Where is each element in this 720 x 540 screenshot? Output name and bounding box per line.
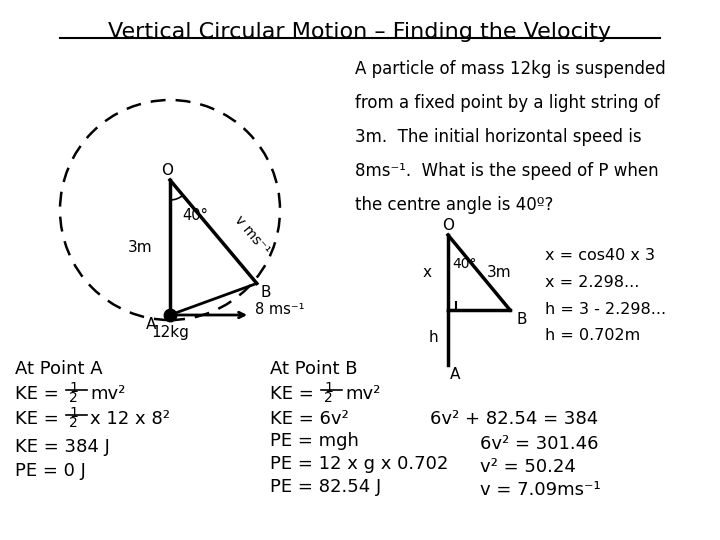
Text: x: x — [423, 265, 432, 280]
Text: KE =: KE = — [15, 410, 65, 428]
Text: h = 0.702m: h = 0.702m — [545, 328, 640, 343]
Text: 3m: 3m — [127, 240, 152, 254]
Text: A: A — [145, 317, 156, 332]
Text: PE = mgh: PE = mgh — [270, 432, 359, 450]
Text: mv²: mv² — [345, 385, 380, 403]
Text: 3m.  The initial horizontal speed is: 3m. The initial horizontal speed is — [355, 128, 642, 146]
Text: v = 7.09ms⁻¹: v = 7.09ms⁻¹ — [480, 481, 600, 499]
Text: At Point B: At Point B — [270, 360, 358, 378]
Text: 6v² = 301.46: 6v² = 301.46 — [480, 435, 598, 453]
Text: x 12 x 8²: x 12 x 8² — [90, 410, 170, 428]
Text: the centre angle is 40º?: the centre angle is 40º? — [355, 196, 554, 214]
Text: KE =: KE = — [270, 385, 320, 403]
Text: KE =: KE = — [15, 385, 65, 403]
Text: KE = 6v²: KE = 6v² — [270, 410, 348, 428]
Text: O: O — [442, 218, 454, 233]
Text: 40°: 40° — [182, 208, 208, 223]
Text: from a fixed point by a light string of: from a fixed point by a light string of — [355, 94, 660, 112]
Text: 3m: 3m — [487, 265, 512, 280]
Text: x = 2.298...: x = 2.298... — [545, 275, 639, 290]
Text: v² = 50.24: v² = 50.24 — [480, 458, 576, 476]
Text: Vertical Circular Motion – Finding the Velocity: Vertical Circular Motion – Finding the V… — [109, 22, 611, 42]
Text: PE = 0 J: PE = 0 J — [15, 462, 86, 480]
Text: 40°: 40° — [452, 257, 477, 271]
Text: B: B — [516, 312, 526, 327]
Text: 2: 2 — [69, 416, 78, 430]
Text: O: O — [161, 163, 173, 178]
Text: 8ms⁻¹.  What is the speed of P when: 8ms⁻¹. What is the speed of P when — [355, 162, 659, 180]
Text: 12kg: 12kg — [151, 325, 189, 340]
Text: 6v² + 82.54 = 384: 6v² + 82.54 = 384 — [430, 410, 598, 428]
Text: 2: 2 — [69, 391, 78, 405]
Text: At Point A: At Point A — [15, 360, 103, 378]
Text: h = 3 - 2.298...: h = 3 - 2.298... — [545, 302, 666, 317]
Text: PE = 12 x g x 0.702: PE = 12 x g x 0.702 — [270, 455, 449, 473]
Text: KE = 384 J: KE = 384 J — [15, 438, 110, 456]
Text: 1: 1 — [324, 381, 333, 395]
Text: h: h — [428, 330, 438, 345]
Text: mv²: mv² — [90, 385, 125, 403]
Text: v ms⁻¹: v ms⁻¹ — [231, 213, 272, 257]
Text: PE = 82.54 J: PE = 82.54 J — [270, 478, 382, 496]
Text: 8 ms⁻¹: 8 ms⁻¹ — [255, 301, 305, 316]
Text: x = cos40 x 3: x = cos40 x 3 — [545, 248, 655, 263]
Text: 1: 1 — [69, 381, 78, 395]
Text: A particle of mass 12kg is suspended: A particle of mass 12kg is suspended — [355, 60, 666, 78]
Text: 2: 2 — [324, 391, 333, 405]
Text: B: B — [261, 286, 271, 300]
Text: 1: 1 — [69, 406, 78, 420]
Text: A: A — [450, 367, 460, 382]
